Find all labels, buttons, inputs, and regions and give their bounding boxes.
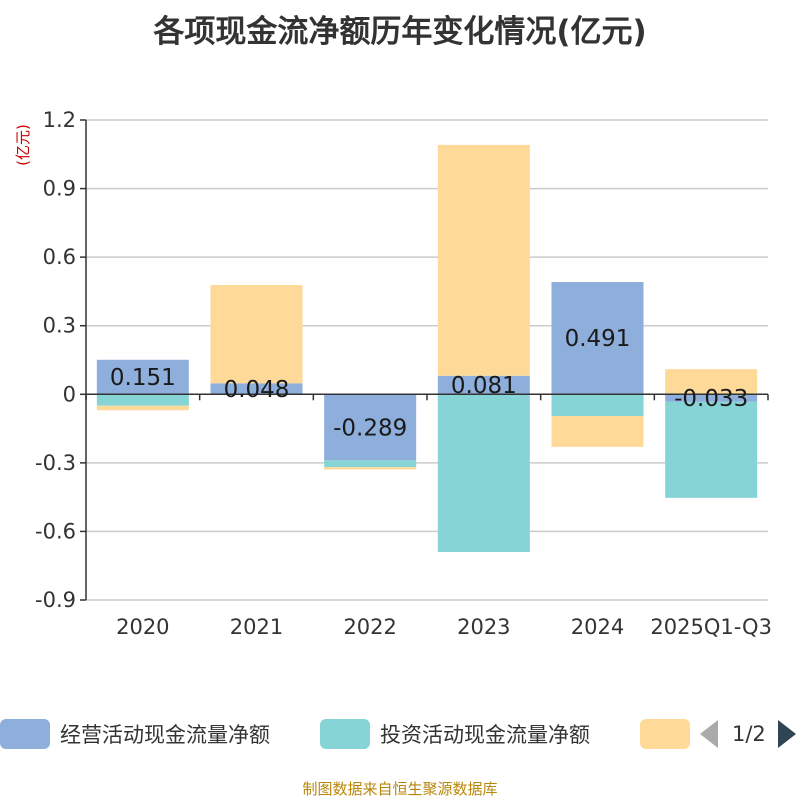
bar-financing (665, 369, 758, 395)
bar-financing (551, 416, 644, 447)
y-tick-label: 0.9 (43, 177, 76, 201)
legend-item-operating[interactable]: 经营活动现金流量净额 (0, 716, 270, 752)
legend: 经营活动现金流量净额 投资活动现金流量净额 1/2 (0, 716, 800, 752)
data-label-operating: 0.081 (451, 373, 517, 399)
y-tick-label: -0.9 (35, 588, 76, 612)
legend-item-financing[interactable] (640, 716, 700, 752)
bar-operating (324, 394, 417, 461)
pager-next-icon[interactable] (777, 720, 796, 748)
x-tick-label: 2022 (343, 615, 396, 639)
bar-financing (96, 405, 189, 411)
bar-investing (665, 401, 758, 498)
legend-label-investing: 投资活动现金流量净额 (380, 723, 590, 747)
x-tick-label: 2020 (116, 615, 169, 639)
data-label-operating: -0.033 (674, 386, 748, 412)
pager-prev-icon[interactable] (700, 720, 718, 748)
x-tick-label: 2021 (230, 615, 283, 639)
x-tick-label: 2023 (457, 615, 510, 639)
bar-investing (96, 394, 189, 406)
data-label-operating: 0.151 (110, 365, 176, 391)
y-tick-label: 0.3 (43, 314, 76, 338)
bar-operating (437, 375, 530, 395)
bar-operating (210, 383, 303, 395)
data-label-operating: -0.289 (333, 415, 407, 441)
y-tick-label: 0 (63, 382, 76, 406)
bar-financing (324, 467, 417, 470)
legend-label-operating: 经营活动现金流量净额 (60, 723, 270, 747)
x-tick-label: 2025Q1-Q3 (650, 615, 772, 639)
bar-investing (437, 394, 530, 552)
bar-financing (437, 144, 530, 376)
legend-swatch-financing (640, 719, 690, 749)
x-tick-label: 2024 (571, 615, 624, 639)
data-label-operating: 0.048 (224, 377, 290, 403)
y-tick-label: -0.3 (35, 451, 76, 475)
bar-operating (551, 282, 644, 395)
y-tick-label: 0.6 (43, 245, 76, 269)
bar-investing (324, 460, 417, 468)
pager-text: 1/2 (732, 722, 766, 746)
bar-operating (96, 359, 189, 395)
bar-financing (210, 285, 303, 384)
legend-swatch-investing (320, 719, 370, 749)
legend-pager: 1/2 (700, 716, 796, 752)
bar-operating (665, 394, 758, 402)
legend-item-investing[interactable]: 投资活动现金流量净额 (320, 716, 590, 752)
data-label-operating: 0.491 (565, 326, 631, 352)
y-axis-unit: (亿元) (14, 124, 32, 166)
legend-swatch-operating (0, 719, 50, 749)
y-tick-label: 1.2 (43, 108, 76, 132)
source-note: 制图数据来自恒生聚源数据库 (302, 780, 498, 798)
y-tick-label: -0.6 (35, 519, 76, 543)
bar-investing (551, 394, 644, 416)
chart-title: 各项现金流净额历年变化情况(亿元) (153, 14, 647, 50)
